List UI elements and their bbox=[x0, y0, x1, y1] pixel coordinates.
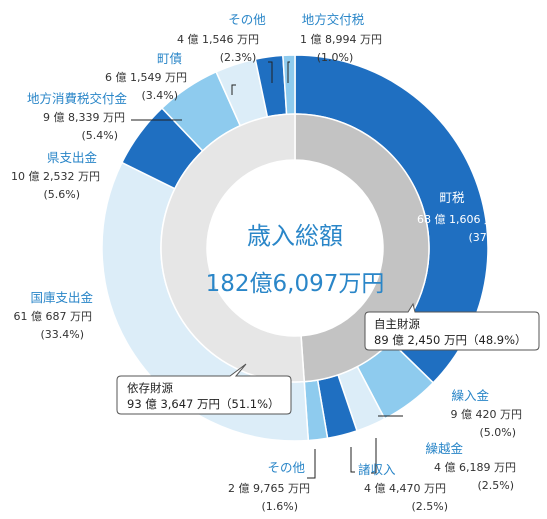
group-label-izon: 依存財源 bbox=[127, 381, 173, 395]
slice-label-shoshunyu: 諸収入 bbox=[358, 462, 396, 477]
group-label-jishu: 自主財源 bbox=[374, 317, 420, 331]
slice-label-sonota-top: その他 bbox=[228, 12, 266, 27]
slice-pct-kurikoshi: (2.5%) bbox=[477, 479, 514, 492]
slice-amount-choze: 68 億 1,606 万円 bbox=[417, 213, 506, 226]
slice-amount-sonota-top: 4 億 1,546 万円 bbox=[177, 33, 259, 46]
leader-line-shoshunyu bbox=[350, 447, 355, 473]
slice-amount-koufuzei: 1 億 8,994 万円 bbox=[300, 33, 382, 46]
leader-line-kurikoshi bbox=[371, 438, 377, 474]
slice-pct-shoshunyu: (2.5%) bbox=[411, 500, 448, 513]
callout-box-izon bbox=[116, 363, 292, 415]
center-hole bbox=[207, 160, 383, 336]
slice-label-chihoshohi: 地方消費税交付金 bbox=[27, 91, 128, 106]
outer-ring bbox=[101, 54, 489, 442]
leader-line-koufuzei bbox=[287, 61, 290, 83]
slice-amount-chosai: 6 億 1,549 万円 bbox=[105, 71, 187, 84]
slice-pct-sonota-top: (2.3%) bbox=[220, 51, 257, 64]
slice-amount-ken: 10 億 2,532 万円 bbox=[11, 170, 100, 183]
slice-label-chosai: 町債 bbox=[157, 51, 182, 66]
slice-label-koufuzei: 地方交付税 bbox=[302, 12, 365, 27]
group-detail-izon: 93 億 3,647 万円（51.1%） bbox=[127, 397, 280, 411]
slice-pct-kokko: (33.4%) bbox=[40, 328, 84, 341]
slice-pct-choze: (37.3%) bbox=[468, 231, 512, 244]
slice-label-kurikomi: 繰入金 bbox=[451, 388, 489, 403]
group-detail-jishu: 89 億 2,450 万円（48.9%） bbox=[374, 333, 527, 347]
chart-title: 歳入総額 bbox=[247, 222, 343, 250]
slice-pct-sonota-bottom: (1.6%) bbox=[261, 500, 298, 513]
slice-amount-kokko: 61 億 687 万円 bbox=[14, 310, 92, 323]
slice-pct-ken: (5.6%) bbox=[43, 188, 80, 201]
callout-izon-zaigen: 依存財源 93 億 3,647 万円（51.1%） bbox=[116, 363, 292, 415]
slice-amount-sonota-bottom: 2 億 9,765 万円 bbox=[228, 482, 310, 495]
slice-label-kokko: 国庫支出金 bbox=[30, 290, 93, 305]
slice-label-ken: 県支出金 bbox=[47, 150, 98, 165]
callout-jishu-zaigen: 自主財源 89 億 2,450 万円（48.9%） bbox=[364, 302, 540, 351]
slice-pct-chihoshohi: (5.4%) bbox=[81, 129, 118, 142]
slice-pct-koufuzei: (1.0%) bbox=[317, 51, 354, 64]
slice-label-sonota-bottom: その他 bbox=[267, 460, 305, 475]
slice-labels: 町税 68 億 1,606 万円 (37.3%) 繰入金 9 億 420 万円 … bbox=[11, 12, 522, 513]
leader-line-chosai bbox=[231, 84, 236, 95]
callout-box-jishu bbox=[364, 302, 540, 351]
chart-total: 182億6,097万円 bbox=[206, 271, 385, 297]
slice-label-choze: 町税 bbox=[439, 190, 465, 205]
slice-pct-kurikomi: (5.0%) bbox=[479, 426, 516, 439]
slice-pct-chosai: (3.4%) bbox=[141, 89, 178, 102]
slice-amount-kurikomi: 9 億 420 万円 bbox=[451, 408, 522, 421]
slice-amount-chihoshohi: 9 億 8,339 万円 bbox=[43, 111, 125, 124]
slice-label-kurikoshi: 繰越金 bbox=[425, 441, 463, 456]
leader-line-sonota-bottom bbox=[307, 449, 316, 479]
slice-amount-kurikoshi: 4 億 6,189 万円 bbox=[434, 461, 516, 474]
slice-amount-shoshunyu: 4 億 4,470 万円 bbox=[364, 482, 446, 495]
leader-lines bbox=[131, 61, 403, 479]
leader-line-sonota-top bbox=[268, 61, 273, 83]
